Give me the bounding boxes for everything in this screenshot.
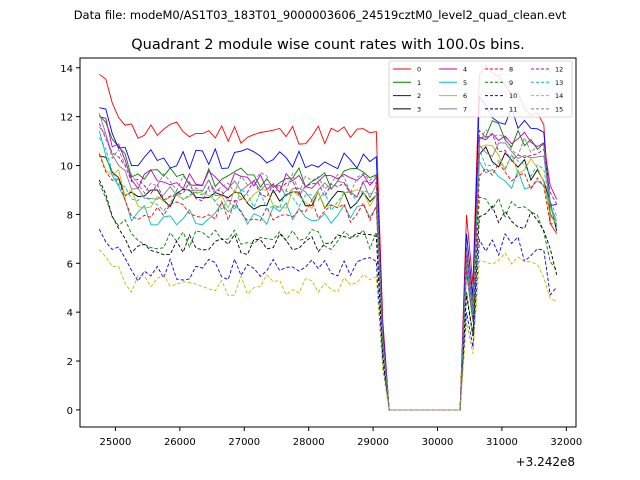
- series-line-7: [98, 112, 558, 411]
- legend-label-9: 9: [509, 79, 513, 87]
- chart-title: Quadrant 2 module wise count rates with …: [131, 37, 525, 53]
- legend-label-2: 2: [417, 92, 421, 100]
- x-tick-label: 32000: [550, 437, 582, 448]
- x-tick-label: 26000: [164, 437, 196, 448]
- x-offset-text: +3.242e8: [516, 455, 575, 469]
- x-tick-label: 28000: [293, 437, 325, 448]
- legend-label-15: 15: [555, 105, 563, 113]
- y-tick-label: 0: [67, 406, 73, 417]
- legend-label-5: 5: [463, 79, 467, 87]
- legend-label-1: 1: [417, 79, 421, 87]
- legend-label-0: 0: [417, 66, 421, 74]
- y-tick-label: 12: [60, 113, 73, 124]
- series-line-11: [98, 179, 558, 411]
- legend-label-11: 11: [509, 105, 517, 113]
- y-tick-label: 10: [60, 162, 73, 173]
- y-tick-label: 4: [67, 308, 73, 319]
- series-line-9: [98, 182, 558, 411]
- legend-label-14: 14: [555, 92, 563, 100]
- x-tick-label: 25000: [100, 437, 132, 448]
- series-line-12: [98, 123, 558, 411]
- x-tick-label: 29000: [357, 437, 389, 448]
- legend-label-8: 8: [509, 66, 513, 74]
- series-line-2: [99, 95, 557, 411]
- series-line-15: [98, 126, 558, 411]
- series-line-10: [98, 228, 558, 411]
- figure-suptitle: Data file: modeM0/AS1T03_183T01_90000036…: [73, 8, 567, 22]
- y-tick-label: 6: [67, 259, 73, 270]
- series-line-8: [98, 154, 557, 411]
- axes-frame: [79, 57, 577, 428]
- x-tick-label: 31000: [486, 437, 518, 448]
- series-line-6: [98, 144, 558, 411]
- y-tick-label: 14: [60, 64, 73, 75]
- series-line-4: [99, 116, 558, 411]
- y-axis: 0 2 4 6 8 10 12 14: [60, 64, 80, 417]
- series-line-14: [98, 249, 557, 411]
- legend-label-13: 13: [555, 79, 563, 87]
- x-axis: 25000 26000 27000 28000 29000 30000 31000 32000: [100, 427, 582, 448]
- y-tick-label: 2: [67, 357, 73, 368]
- legend-label-12: 12: [555, 66, 563, 74]
- legend-label-7: 7: [463, 105, 467, 113]
- legend-label-6: 6: [463, 92, 467, 100]
- legend-label-10: 10: [509, 92, 517, 100]
- series-line-5: [98, 130, 558, 411]
- legend-label-4: 4: [463, 66, 467, 74]
- x-tick-label: 30000: [422, 437, 454, 448]
- y-tick-label: 8: [67, 210, 73, 221]
- legend-box: [388, 60, 573, 118]
- x-tick-label: 27000: [228, 437, 260, 448]
- legend-label-3: 3: [417, 105, 421, 113]
